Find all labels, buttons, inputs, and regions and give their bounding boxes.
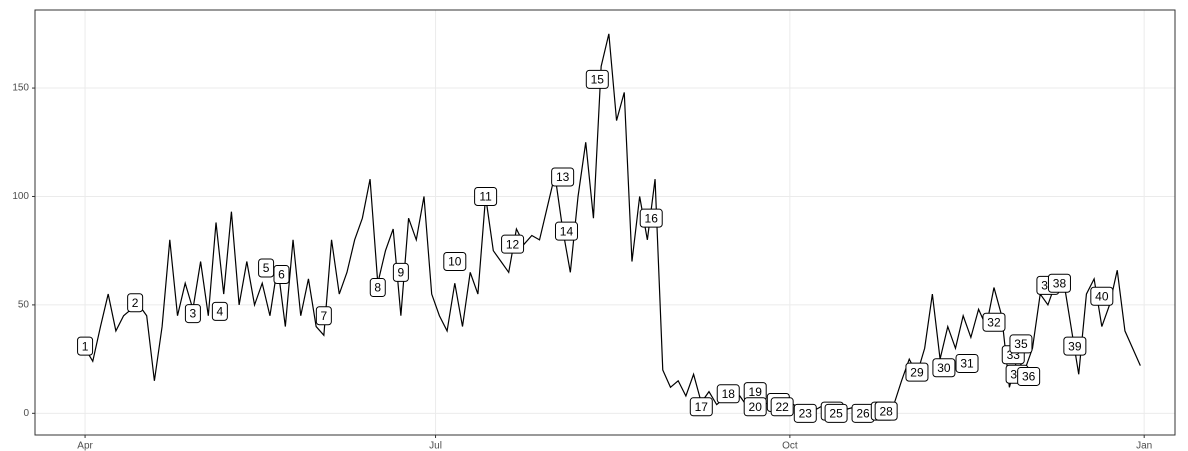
annotation-box (273, 265, 290, 285)
annotation-box (1009, 334, 1033, 354)
annotation-label: 36 (1022, 370, 1036, 384)
annotation-box (1090, 286, 1114, 306)
annotation-label: 15 (591, 73, 605, 87)
annotation-box (716, 384, 740, 404)
annotation-label: 22 (775, 400, 789, 414)
annotation-label: 40 (1095, 289, 1109, 303)
annotation-label: 13 (556, 170, 570, 184)
annotation-box (689, 397, 713, 417)
annotation-box (443, 252, 467, 272)
annotation-label: 25 (829, 406, 843, 420)
annotation-box (474, 186, 498, 206)
annotation-label: 28 (879, 404, 893, 418)
annotation-label: 29 (910, 365, 924, 379)
annotation-box (905, 362, 929, 382)
annotation-label: 17 (695, 400, 709, 414)
annotation-label: 23 (799, 406, 813, 420)
y-tick-label: 0 (23, 408, 29, 419)
plot (84, 33, 1141, 412)
annotation-box (1047, 273, 1071, 293)
y-tick-label: 50 (18, 300, 30, 311)
annotation-label: 5 (263, 261, 270, 275)
annotation-box (1063, 336, 1087, 356)
annotation-label: 16 (645, 211, 659, 225)
annotation-label: 35 (1014, 337, 1028, 351)
annotation-box (770, 397, 794, 417)
x-tick-label: Jul (429, 441, 442, 451)
annotation-box (585, 69, 609, 89)
annotation-label: 6 (278, 268, 285, 282)
annotation-label: 4 (217, 305, 224, 319)
y-tick-label: 100 (12, 191, 29, 202)
annotation-label: 9 (398, 266, 405, 280)
annotation-box (1017, 366, 1041, 386)
annotation-box (743, 397, 767, 417)
annotation-label: 10 (448, 255, 462, 269)
annotation-box (211, 301, 228, 321)
annotation-box (554, 221, 578, 241)
annotation-box (955, 353, 979, 373)
annotation-box (184, 304, 201, 324)
x-tick-label: Oct (782, 441, 798, 451)
annotation-box (77, 336, 94, 356)
annotation-label: 18 (722, 387, 736, 401)
annotation-label: 19 (749, 385, 763, 399)
annotation-box (501, 234, 525, 254)
annotation-box (127, 293, 144, 313)
annotation-label: 32 (987, 315, 1001, 329)
annotation-label: 14 (560, 224, 574, 238)
annotation-label: 11 (479, 190, 492, 204)
annotation-label: 7 (321, 309, 328, 323)
y-tick-label: 150 (12, 83, 29, 94)
annotation-box (874, 401, 898, 421)
annotation-label: 12 (506, 237, 520, 251)
annotation-box (392, 262, 409, 282)
annotation-label: 3 (190, 307, 197, 321)
line (84, 33, 1141, 412)
annotation-box (793, 403, 817, 423)
x-tick-label: Apr (77, 441, 93, 451)
annotation-label: 38 (1053, 276, 1067, 290)
panel-border (34, 9, 1176, 436)
annotation-label: 31 (960, 357, 974, 371)
annotation-box (824, 403, 848, 423)
annotation-label: 30 (937, 361, 951, 375)
annotation-box (315, 306, 332, 326)
annotation-label: 1 (82, 339, 89, 353)
annotation-box (551, 167, 575, 187)
annotation-label: 8 (374, 281, 381, 295)
annotation-label: 20 (749, 400, 763, 414)
annotation-box (932, 358, 956, 378)
annotation-box (369, 278, 386, 298)
annotation-box (639, 208, 663, 228)
x-tick-label: Jan (1136, 441, 1152, 451)
annotation-label: 26 (856, 406, 870, 420)
annotation-label: 39 (1068, 339, 1082, 353)
annotations: 1234567891011121314151617181920212223242… (77, 69, 1114, 423)
annotation-label: 2 (132, 296, 139, 310)
annotation-box (982, 312, 1006, 332)
